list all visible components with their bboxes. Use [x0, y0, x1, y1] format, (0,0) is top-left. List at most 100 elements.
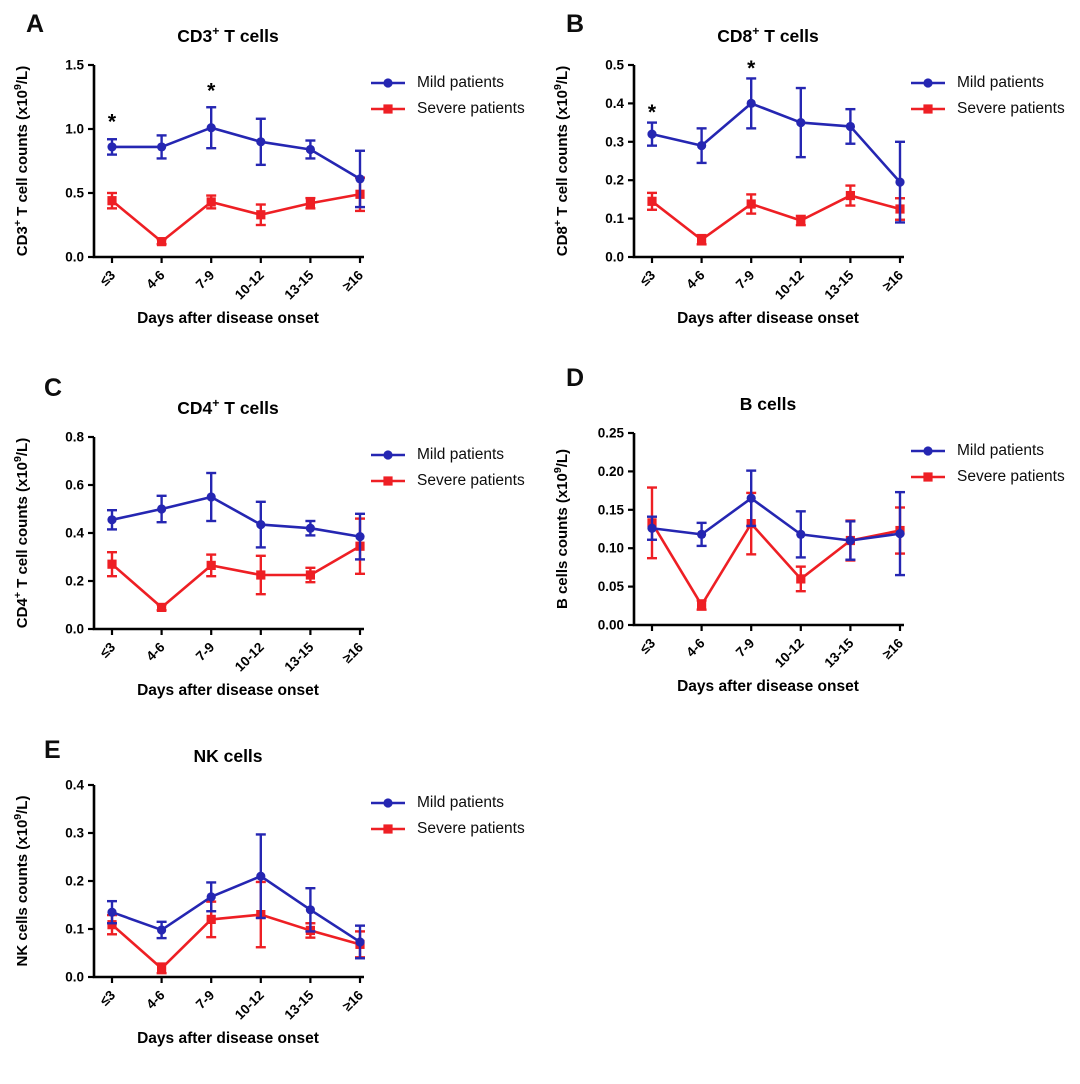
significance-asterisk: * [108, 110, 117, 133]
data-point-circle [256, 520, 266, 530]
legend: Mild patients Severe patients [910, 442, 1065, 486]
chart-cd8-t-cells: CD8+ T cells CD8+ T cell counts (x109/L) 0… [552, 24, 906, 327]
severe-series-icon [911, 104, 945, 114]
y-tick-label: 0.0 [605, 250, 624, 265]
x-tick-label: 10-12 [232, 988, 267, 1023]
data-point-circle [206, 492, 216, 502]
data-point-circle [206, 892, 216, 902]
significance-asterisk: * [648, 101, 657, 124]
x-axis-label: Days after disease onset [677, 310, 859, 327]
x-tick-label: ≥16 [340, 639, 367, 666]
y-tick-label: 0.1 [605, 211, 624, 226]
y-tick-label: 0.2 [65, 874, 84, 889]
x-tick-label: ≤3 [97, 267, 119, 289]
legend-label-mild: Mild patients [417, 446, 505, 463]
series-mild [647, 77, 905, 224]
data-point-circle [256, 137, 266, 147]
legend-label-mild: Mild patients [417, 74, 505, 91]
axes [632, 433, 904, 627]
legend-item-severe: Severe patients [910, 468, 1065, 486]
chart-title: NK cells [193, 746, 262, 766]
data-point-square [107, 920, 117, 930]
y-tick-label: 0.3 [65, 826, 84, 841]
y-tick-label: 0.8 [65, 430, 84, 445]
x-axis-label: Days after disease onset [137, 1030, 319, 1047]
legend-item-severe: Severe patients [370, 472, 525, 490]
legend-label-mild: Mild patients [957, 74, 1045, 91]
x-axis-label: Days after disease onset [137, 682, 319, 699]
y-axis-label: CD4+ T cell counts (x109/L) [12, 438, 31, 628]
data-point-square [746, 199, 756, 209]
data-point-circle [355, 937, 365, 947]
x-tick-label: 13-15 [821, 267, 856, 302]
legend-label-severe: Severe patients [957, 468, 1065, 485]
series-line [111, 193, 361, 243]
x-tick-label: 4-6 [683, 267, 708, 292]
data-point-circle [355, 174, 365, 184]
x-tick-label: ≤3 [97, 987, 119, 1009]
data-point-circle [796, 118, 806, 128]
data-point-circle [107, 515, 117, 525]
x-tick-label: ≥16 [340, 267, 367, 294]
y-tick-label: 0.1 [65, 922, 84, 937]
data-point-circle [157, 142, 167, 152]
data-point-square [796, 215, 806, 226]
x-tick-label: 13-15 [281, 987, 316, 1022]
chart-cd3-t-cells: CD3+ T cells CD3+ T cell counts (x109/L) 0… [12, 24, 367, 327]
y-tick-label: 0.00 [598, 618, 624, 633]
chart-title: CD3+ T cells [177, 24, 279, 46]
y-tick-label: 0.20 [598, 464, 624, 479]
legend-item-severe: Severe patients [370, 820, 525, 838]
data-point-circle [647, 523, 657, 533]
y-axis-label: B cells counts (x109/L) [552, 449, 571, 609]
panel-letter: E [44, 736, 62, 764]
x-tick-label: ≥16 [880, 635, 907, 662]
x-tick-label: ≤3 [97, 639, 119, 661]
x-tick-label: 4-6 [143, 639, 168, 664]
data-point-square [256, 210, 266, 220]
axes [632, 65, 904, 259]
data-point-circle [647, 129, 657, 139]
y-tick-label: 1.0 [65, 122, 84, 137]
data-point-circle [796, 529, 806, 539]
series-mild [107, 106, 365, 209]
data-point-circle [256, 871, 266, 881]
data-point-square [697, 600, 707, 610]
series-line [651, 496, 901, 542]
x-tick-label: 4-6 [143, 987, 168, 1012]
x-tick-label: 7-9 [193, 988, 217, 1012]
mild-series-icon [371, 78, 405, 88]
data-point-square [845, 190, 855, 201]
data-point-square [157, 963, 167, 973]
panel-a: A CD3+ T cells CD3+ T cell counts (x109/L… [10, 4, 545, 360]
x-tick-label: ≤3 [637, 635, 659, 657]
y-tick-label: 0.0 [65, 622, 84, 637]
data-point-square [256, 570, 266, 580]
data-point-square [206, 197, 216, 207]
x-tick-label: 4-6 [683, 635, 708, 660]
data-point-square [697, 235, 707, 245]
data-point-circle [746, 98, 756, 108]
axes [92, 65, 364, 259]
series-line [111, 495, 361, 538]
legend-item-mild: Mild patients [370, 794, 525, 812]
legend-item-mild: Mild patients [910, 442, 1065, 460]
y-tick-label: 0.4 [65, 778, 84, 793]
significance-asterisk: * [207, 80, 216, 103]
x-tick-label: 7-9 [193, 268, 217, 292]
x-tick-label: 10-12 [772, 636, 807, 671]
y-axis-label: CD8+ T cell counts (x109/L) [552, 66, 571, 256]
x-tick-label: 13-15 [281, 267, 316, 302]
legend-item-mild: Mild patients [370, 446, 525, 464]
series-line [112, 126, 361, 181]
panel-letter: C [44, 374, 64, 402]
axes [92, 785, 364, 979]
mild-series-icon [911, 446, 945, 456]
data-point-circle [305, 523, 315, 533]
y-axis-label: CD3+ T cell counts (x109/L) [12, 66, 31, 256]
panel-letter: A [26, 10, 46, 38]
legend-item-mild: Mild patients [910, 74, 1065, 92]
chart-title: B cells [740, 394, 797, 414]
data-point-square [157, 602, 167, 612]
